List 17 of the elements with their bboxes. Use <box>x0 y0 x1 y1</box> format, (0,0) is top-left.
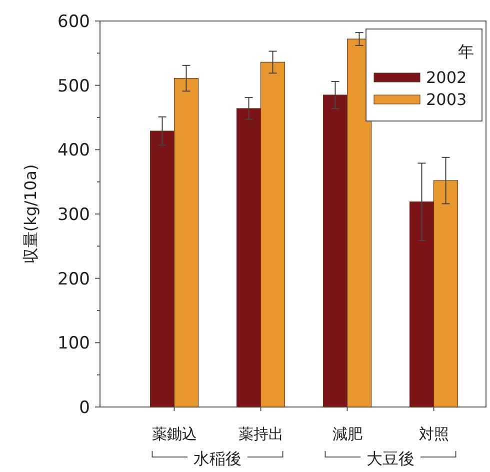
y-tick-label: 600 <box>58 12 90 32</box>
y-tick-label: 100 <box>58 334 90 354</box>
legend-label: 2003 <box>426 90 467 109</box>
y-tick-label: 500 <box>58 76 90 96</box>
x-tick-label: 減肥 <box>332 425 362 443</box>
legend-label: 2002 <box>426 68 467 87</box>
x-tick-label: 対照 <box>418 425 449 443</box>
x-tick-label: 薬鋤込 <box>152 425 197 443</box>
y-tick-label: 400 <box>58 140 90 161</box>
x-tick-label: 薬持出 <box>238 425 284 443</box>
text: 水稲後 <box>194 449 242 468</box>
y-axis-title: 収量(kg/10a) <box>21 164 40 264</box>
y-tick-label: 300 <box>58 205 90 225</box>
y-tick-label: 0 <box>79 398 90 418</box>
text: 大豆後 <box>366 449 414 468</box>
y-tick-label: 200 <box>58 269 90 290</box>
legend-title: 年 <box>458 42 474 61</box>
